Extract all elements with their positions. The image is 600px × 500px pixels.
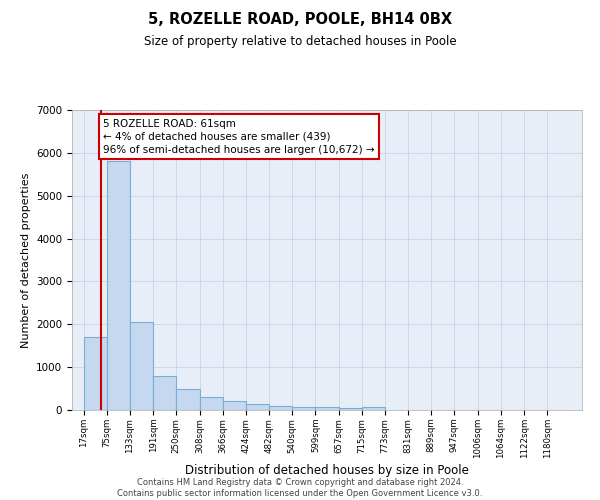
- Bar: [292, 406, 316, 410]
- Text: 5, ROZELLE ROAD, POOLE, BH14 0BX: 5, ROZELLE ROAD, POOLE, BH14 0BX: [148, 12, 452, 28]
- Bar: [316, 407, 338, 410]
- X-axis label: Distribution of detached houses by size in Poole: Distribution of detached houses by size …: [185, 464, 469, 476]
- Bar: [223, 402, 246, 410]
- Bar: [338, 408, 362, 410]
- Bar: [269, 406, 292, 410]
- Y-axis label: Number of detached properties: Number of detached properties: [20, 172, 31, 348]
- Bar: [246, 404, 269, 410]
- Bar: [199, 397, 223, 410]
- Bar: [176, 388, 199, 410]
- Bar: [83, 337, 107, 410]
- Text: Size of property relative to detached houses in Poole: Size of property relative to detached ho…: [143, 35, 457, 48]
- Bar: [153, 376, 176, 410]
- Bar: [362, 406, 385, 410]
- Text: Contains HM Land Registry data © Crown copyright and database right 2024.
Contai: Contains HM Land Registry data © Crown c…: [118, 478, 482, 498]
- Bar: [130, 322, 153, 410]
- Bar: [107, 162, 130, 410]
- Text: 5 ROZELLE ROAD: 61sqm
← 4% of detached houses are smaller (439)
96% of semi-deta: 5 ROZELLE ROAD: 61sqm ← 4% of detached h…: [103, 118, 375, 155]
